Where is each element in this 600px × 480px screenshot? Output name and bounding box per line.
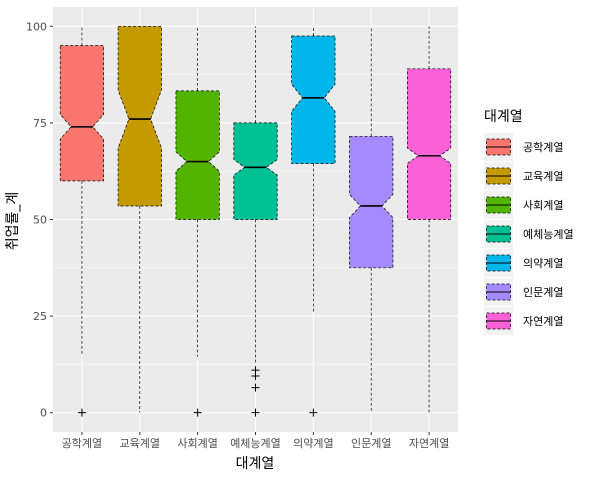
- y-tick-label: 75: [33, 117, 47, 130]
- x-tick-label: 예체능계열: [230, 437, 281, 450]
- box-인문계열: [349, 26, 394, 413]
- box-body: [59, 45, 104, 182]
- legend-item: 자연계열: [484, 307, 563, 335]
- y-axis-title: 취업률_계: [5, 192, 21, 251]
- box-body: [117, 25, 162, 207]
- x-tick-label: 인문계열: [351, 437, 391, 450]
- x-tick-label: 교육계열: [120, 437, 160, 450]
- outlier-point: [251, 408, 260, 417]
- legend-label: 예체능계열: [523, 228, 574, 241]
- legend-label: 인문계열: [523, 286, 563, 299]
- box-body: [407, 68, 452, 220]
- box-예체능계열: [233, 26, 278, 417]
- box-body: [349, 136, 394, 269]
- outlier-point: [251, 371, 260, 380]
- legend-label: 공학계열: [523, 141, 563, 154]
- y-tick-label: 100: [26, 20, 47, 33]
- legend-item: 의약계열: [484, 249, 563, 277]
- legend-item: 인문계열: [484, 278, 563, 306]
- legend-item: 공학계열: [484, 133, 563, 161]
- legend-item: 사회계열: [484, 191, 563, 219]
- outlier-point: [193, 408, 202, 417]
- outlier-point: [77, 408, 86, 417]
- x-axis-title: 대계열: [236, 456, 275, 472]
- x-axis: 공학계열 교육계열 사회계열 예체능계열 의약계열 인문계열 자연계열: [62, 432, 449, 450]
- box-body: [291, 35, 336, 164]
- box-교육계열: [117, 25, 162, 413]
- legend-title: 대계열: [484, 109, 523, 125]
- y-tick-label: 50: [33, 214, 47, 227]
- y-tick-label: 25: [33, 310, 47, 323]
- box-사회계열: [175, 26, 220, 417]
- legend-label: 사회계열: [523, 199, 563, 212]
- box-의약계열: [291, 26, 336, 417]
- legend-label: 의약계열: [523, 256, 563, 270]
- legend-item: 예체능계열: [484, 220, 574, 248]
- x-tick-label: 의약계열: [293, 436, 333, 450]
- x-tick-label: 자연계열: [409, 437, 449, 450]
- outlier-point: [251, 383, 260, 392]
- boxes-layer: [59, 25, 452, 417]
- x-tick-label: 공학계열: [62, 437, 102, 450]
- legend-label: 교육계열: [523, 170, 563, 183]
- box-공학계열: [59, 26, 104, 417]
- y-axis: 0 25 50 75 100: [26, 20, 53, 420]
- x-tick-label: 사회계열: [177, 437, 217, 450]
- box-body: [175, 90, 220, 220]
- legend-label: 자연계열: [523, 315, 563, 328]
- outlier-point: [309, 408, 318, 417]
- box-body: [233, 122, 278, 220]
- y-tick-label: 0: [40, 407, 47, 420]
- box-자연계열: [407, 26, 452, 413]
- legend-item: 교육계열: [484, 162, 563, 190]
